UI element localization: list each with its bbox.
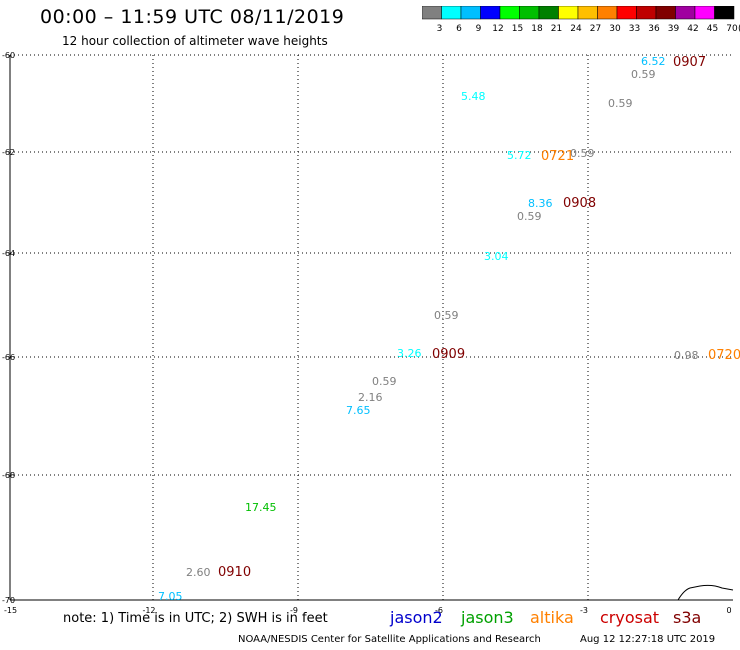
scale-label: 24 xyxy=(570,24,582,34)
lat-label: -68 xyxy=(2,471,15,480)
wave-height-label: 5.48 xyxy=(461,90,486,103)
scale-label: 27 xyxy=(590,24,601,34)
scale-swatch xyxy=(714,6,735,20)
wave-height-label: 3.26 xyxy=(397,347,422,360)
scale-label: 70 xyxy=(726,24,738,34)
wave-height-label: 7.65 xyxy=(346,404,371,417)
scale-label: 12 xyxy=(492,24,503,34)
scale-label: 42 xyxy=(687,24,698,34)
wave-height-label: 0.59 xyxy=(372,375,397,388)
footer-note: note: 1) Time is in UTC; 2) SWH is in fe… xyxy=(63,611,328,626)
wave-height-label: 0.59 xyxy=(631,68,656,81)
scale-label: 9 xyxy=(476,24,482,34)
lat-label: -66 xyxy=(2,353,15,362)
wave-height-label: 5.72 xyxy=(507,149,532,162)
lat-label: -70 xyxy=(2,596,15,605)
scale-label: 15 xyxy=(512,24,523,34)
page-title: 00:00 – 11:59 UTC 08/11/2019 xyxy=(40,6,345,28)
wave-height-label: 0.59 xyxy=(608,97,633,110)
wave-height-label: 0.59 xyxy=(517,210,542,223)
scale-label: 39 xyxy=(668,24,680,34)
scale-label: 3 xyxy=(437,24,443,34)
lon-label: -6 xyxy=(435,606,443,615)
lon-label: -15 xyxy=(4,606,17,615)
scale-label: 18 xyxy=(531,24,543,34)
pass-time-label: 0721 xyxy=(541,149,574,164)
wave-height-label: 0.98 xyxy=(674,349,699,362)
wave-height-label: 0.59 xyxy=(434,309,459,322)
credit-line: NOAA/NESDIS Center for Satellite Applica… xyxy=(238,634,541,645)
pass-time-label: 0908 xyxy=(563,196,596,211)
scale-label: 33 xyxy=(629,24,640,34)
legend-cryosat: cryosat xyxy=(600,608,660,627)
page-subtitle: 12 hour collection of altimeter wave hei… xyxy=(62,34,328,48)
scale-label: 6 xyxy=(456,24,462,34)
pass-time-label: 0907 xyxy=(673,55,706,70)
lat-label: -62 xyxy=(2,148,15,157)
wave-height-label: 8.36 xyxy=(528,197,553,210)
pass-time-label: 0909 xyxy=(432,347,465,362)
lon-label: 0 xyxy=(726,606,731,615)
wave-height-label: 3.04 xyxy=(484,250,509,263)
scale-label: 30 xyxy=(609,24,621,34)
coastline xyxy=(677,584,734,601)
wave-height-label: 0.59 xyxy=(570,147,595,160)
lat-label: -64 xyxy=(2,249,15,258)
scale-unit: (ft) xyxy=(738,24,740,34)
legend-s3a: s3a xyxy=(673,608,702,627)
lat-label: -60 xyxy=(2,51,15,60)
legend-jason2: jason2 xyxy=(390,608,443,627)
wave-height-label: 6.52 xyxy=(641,55,666,68)
pass-time-label: 0720 xyxy=(708,348,740,363)
wave-height-label: 7.05 xyxy=(158,590,183,603)
lon-label: -3 xyxy=(580,606,588,615)
lon-label: -12 xyxy=(142,606,155,615)
scale-label: 36 xyxy=(648,24,660,34)
scale-label: 21 xyxy=(551,24,562,34)
wave-height-label: 2.16 xyxy=(358,391,383,404)
legend-jason3: jason3 xyxy=(461,608,514,627)
lon-label: -9 xyxy=(290,606,298,615)
wave-height-label: 17.45 xyxy=(245,501,277,514)
generated-timestamp: Aug 12 12:27:18 UTC 2019 xyxy=(580,634,716,645)
wave-height-label: 2.60 xyxy=(186,566,211,579)
pass-time-label: 0910 xyxy=(218,565,251,580)
legend-altika: altika xyxy=(530,608,574,627)
scale-label: 45 xyxy=(707,24,718,34)
